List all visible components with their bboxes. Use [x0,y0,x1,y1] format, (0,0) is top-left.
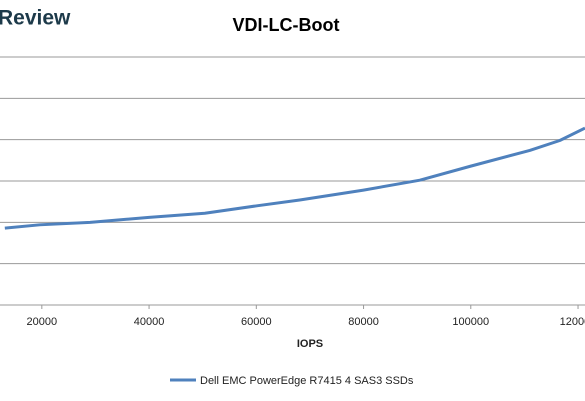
x-tick-label: 40000 [134,316,165,328]
x-tick-label: 80000 [348,316,379,328]
x-tick-label: 20000 [27,316,58,328]
x-tick-label: 100000 [452,316,489,328]
x-axis-label: IOPS [297,338,323,350]
legend-label: Dell EMC PowerEdge R7415 4 SAS3 SSDs [200,375,414,387]
x-tick-label: 120000 [560,316,585,328]
brand-logo: Review [0,7,71,30]
chart-title: VDI-LC-Boot [233,15,340,35]
data-line [4,126,585,230]
x-tick-label: 60000 [241,316,272,328]
